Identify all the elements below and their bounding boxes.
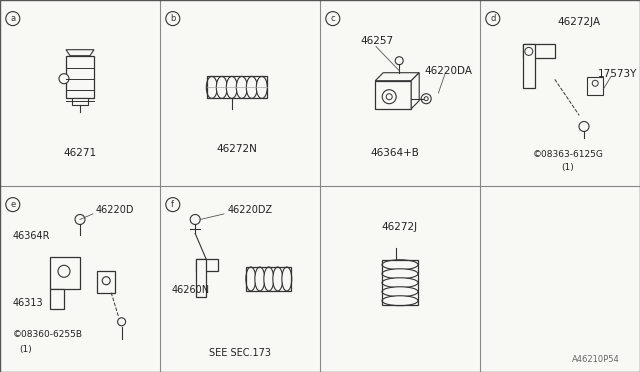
Circle shape (579, 122, 589, 131)
Text: e: e (10, 200, 15, 209)
Text: 46313: 46313 (13, 298, 44, 308)
Bar (66, 56, 94, 98)
Text: 17573Y: 17573Y (597, 70, 637, 79)
Text: 46260N: 46260N (172, 285, 209, 295)
Bar (72, 98, 88, 105)
Text: 46272J: 46272J (382, 222, 418, 232)
Bar (50, 289, 64, 309)
Ellipse shape (273, 267, 283, 291)
Ellipse shape (255, 267, 265, 291)
Ellipse shape (206, 76, 218, 99)
Text: 46220DZ: 46220DZ (227, 205, 273, 215)
Circle shape (118, 318, 125, 326)
Text: 46364R: 46364R (13, 231, 51, 241)
Circle shape (424, 97, 428, 101)
Circle shape (386, 94, 392, 100)
Ellipse shape (236, 76, 247, 99)
Ellipse shape (382, 269, 418, 279)
Text: SEE SEC.173: SEE SEC.173 (209, 349, 271, 358)
Circle shape (592, 80, 598, 86)
Text: A46210P54: A46210P54 (572, 356, 620, 365)
Ellipse shape (256, 76, 268, 99)
Bar (375, 81, 411, 109)
Circle shape (525, 47, 532, 55)
Circle shape (75, 215, 85, 224)
Text: 46257: 46257 (360, 36, 393, 46)
Ellipse shape (216, 76, 227, 99)
Bar (50, 257, 80, 289)
Text: c: c (330, 14, 335, 23)
Bar (523, 44, 555, 58)
Bar (196, 259, 218, 271)
Text: 46271: 46271 (63, 148, 97, 157)
Circle shape (190, 215, 200, 224)
Ellipse shape (227, 76, 237, 99)
Ellipse shape (382, 296, 418, 306)
Ellipse shape (382, 287, 418, 297)
Text: ©08363-6125G: ©08363-6125G (532, 150, 604, 159)
Circle shape (59, 74, 69, 84)
Bar (97, 271, 115, 293)
Text: f: f (172, 200, 174, 209)
Ellipse shape (282, 267, 292, 291)
Circle shape (102, 277, 110, 285)
Text: 46272N: 46272N (216, 144, 257, 154)
Bar (523, 44, 535, 89)
Ellipse shape (246, 76, 257, 99)
Polygon shape (66, 50, 94, 56)
Text: b: b (170, 14, 175, 23)
Text: d: d (490, 14, 495, 23)
Ellipse shape (246, 267, 256, 291)
Text: 46220DA: 46220DA (424, 66, 472, 76)
Text: (1): (1) (562, 163, 574, 172)
Circle shape (421, 94, 431, 104)
Bar (588, 77, 603, 95)
Text: ©08360-6255B: ©08360-6255B (13, 330, 83, 339)
Polygon shape (375, 73, 419, 81)
Ellipse shape (382, 278, 418, 288)
Circle shape (395, 57, 403, 65)
Polygon shape (411, 73, 419, 109)
Ellipse shape (264, 267, 274, 291)
Text: (1): (1) (19, 345, 32, 354)
Text: 46220D: 46220D (96, 205, 134, 215)
Bar (196, 259, 206, 297)
Text: a: a (10, 14, 15, 23)
Circle shape (382, 90, 396, 104)
Circle shape (58, 265, 70, 277)
Ellipse shape (382, 260, 418, 270)
Text: 46364+B: 46364+B (371, 148, 420, 157)
Text: 46272JA: 46272JA (557, 17, 601, 27)
